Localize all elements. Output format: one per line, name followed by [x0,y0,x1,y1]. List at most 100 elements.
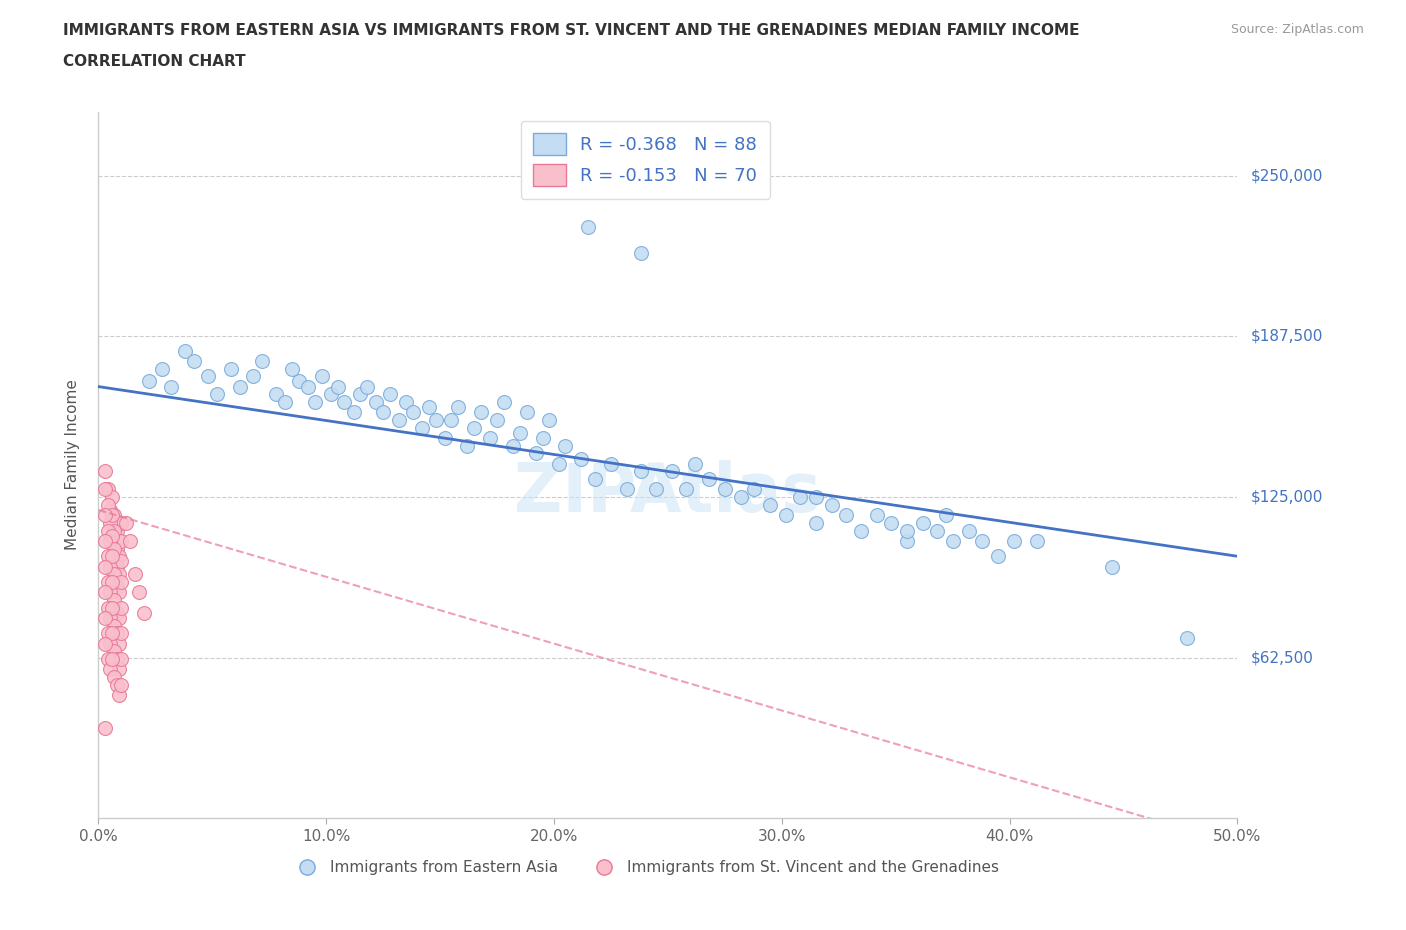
Point [110,534,132,549]
Point [538,413,561,428]
Text: $125,000: $125,000 [1251,489,1323,505]
Point [411,420,433,435]
Point [105,579,128,594]
Point [108,636,131,651]
Point [356,379,378,394]
Point [105,559,128,574]
Point [103,670,125,684]
Point [94,636,117,651]
Point [110,677,132,692]
Point [333,394,356,409]
Point [98,662,121,677]
Point [804,490,827,505]
Point [744,482,766,497]
Point [101,549,124,564]
Point [96,600,118,615]
Point [94,508,117,523]
Point [866,508,889,523]
Point [110,575,132,590]
Point [96,626,118,641]
Point [150,361,173,376]
Point [114,515,136,530]
Point [697,472,720,486]
Point [486,413,509,428]
Point [730,490,752,505]
Point [108,687,131,702]
Point [804,515,827,530]
Point [105,677,128,692]
Point [101,490,124,505]
Point [98,610,121,625]
Point [197,369,219,384]
Point [94,464,117,479]
Point [98,515,121,530]
Point [425,413,447,428]
Point [821,498,844,512]
Point [96,575,118,590]
Point [108,566,131,581]
Point [911,515,934,530]
Text: IMMIGRANTS FROM EASTERN ASIA VS IMMIGRANTS FROM ST. VINCENT AND THE GRENADINES M: IMMIGRANTS FROM EASTERN ASIA VS IMMIGRAN… [63,23,1080,38]
Point [94,482,117,497]
Point [366,394,388,409]
Point [101,626,124,641]
Point [183,353,205,368]
Point [972,534,994,549]
Point [101,600,124,615]
Point [789,490,811,505]
Point [96,549,118,564]
Point [1002,534,1025,549]
Point [311,369,333,384]
Point [630,246,652,260]
Point [105,605,128,620]
Point [957,523,980,538]
Point [531,431,554,445]
Text: $62,500: $62,500 [1251,650,1315,665]
Point [583,472,606,486]
Point [304,394,326,409]
Point [547,457,569,472]
Point [440,413,463,428]
Point [492,394,515,409]
Point [395,394,418,409]
Text: $187,500: $187,500 [1251,329,1323,344]
Point [108,534,131,549]
Point [576,219,599,234]
Point [94,585,117,600]
Point [433,431,456,445]
Point [942,534,965,549]
Point [174,343,197,358]
Point [105,523,128,538]
Point [297,379,319,394]
Point [103,508,125,523]
Point [98,502,121,517]
Point [132,605,155,620]
Point [661,464,683,479]
Text: Source: ZipAtlas.com: Source: ZipAtlas.com [1230,23,1364,36]
Point [105,541,128,556]
Legend: Immigrants from Eastern Asia, Immigrants from St. Vincent and the Grenadines: Immigrants from Eastern Asia, Immigrants… [285,855,1005,882]
Point [896,534,918,549]
Point [120,534,142,549]
Point [98,534,121,549]
Point [110,554,132,569]
Point [402,405,425,419]
Point [281,361,304,376]
Point [110,626,132,641]
Point [616,482,638,497]
Point [108,662,131,677]
Point [378,387,401,402]
Point [524,446,547,461]
Y-axis label: Median Family Income: Median Family Income [65,379,80,551]
Point [252,353,274,368]
Point [94,534,117,549]
Text: CORRELATION CHART: CORRELATION CHART [63,54,246,69]
Point [103,523,125,538]
Point [759,498,782,512]
Point [264,387,287,402]
Point [103,566,125,581]
Point [96,498,118,512]
Point [470,405,492,419]
Point [319,387,342,402]
Point [105,652,128,667]
